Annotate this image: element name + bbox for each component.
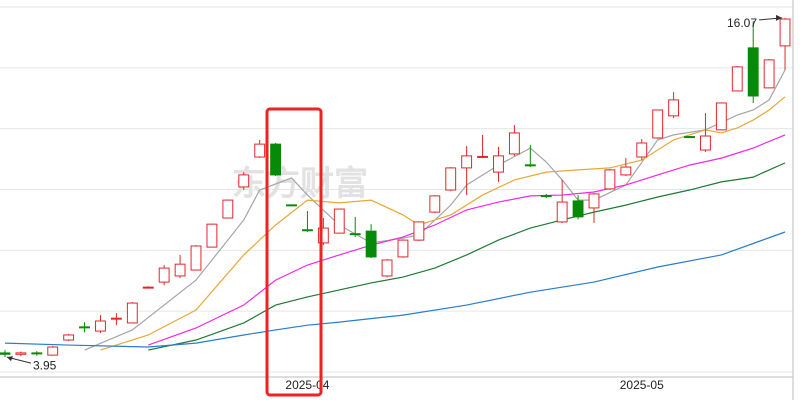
candle-body xyxy=(715,102,727,131)
moving-average-line xyxy=(4,231,786,348)
candle-body xyxy=(126,302,138,324)
candle-body xyxy=(317,227,329,244)
candle-body xyxy=(0,352,11,355)
candle-body xyxy=(572,200,584,218)
candle-body xyxy=(556,201,568,223)
min-label: 3.95 xyxy=(33,358,57,372)
x-tick-label: 2025-04 xyxy=(285,378,329,392)
candle-body xyxy=(142,286,154,289)
candle-body xyxy=(747,47,759,97)
candle-body xyxy=(445,167,457,191)
candle-body xyxy=(158,267,170,283)
candle-body xyxy=(604,169,616,190)
candle-body xyxy=(779,18,791,47)
candle-body xyxy=(31,352,43,355)
candle-body xyxy=(620,166,632,176)
candle-body xyxy=(700,135,711,151)
candle-body xyxy=(731,66,743,92)
candle-body xyxy=(79,326,90,329)
candle-body xyxy=(222,199,234,219)
candles xyxy=(0,17,791,358)
candle-body xyxy=(365,230,377,258)
candle-body xyxy=(524,164,536,167)
candle-body xyxy=(174,263,186,277)
candle-body xyxy=(493,155,504,173)
moving-average-line xyxy=(100,96,786,351)
labels: 2025-04 2025-05 16.07 3.95 xyxy=(6,14,783,392)
candle-body xyxy=(206,223,218,248)
candle-body xyxy=(47,346,59,356)
candle-body xyxy=(684,136,695,139)
candle-body xyxy=(333,208,345,234)
highlight-box xyxy=(265,107,323,397)
candle-body xyxy=(477,155,488,158)
candle-body xyxy=(461,155,473,169)
candle-body xyxy=(286,204,297,207)
candle-body xyxy=(63,334,75,341)
watermark: 东方财富 xyxy=(232,164,368,203)
moving-average-line xyxy=(148,134,786,346)
candle-body xyxy=(254,143,266,158)
candle-body xyxy=(588,193,600,209)
candle-body xyxy=(110,317,122,320)
max-arrowhead xyxy=(776,14,783,21)
candle-body xyxy=(668,99,680,117)
moving-average-line xyxy=(148,162,786,351)
candle-body xyxy=(349,233,361,236)
min-arrowhead xyxy=(6,356,13,362)
candle-body xyxy=(636,142,648,158)
candle-body xyxy=(413,221,425,241)
x-tick-label: 2025-05 xyxy=(620,378,664,392)
candle-body xyxy=(540,195,552,198)
candle-body xyxy=(763,59,775,89)
candle-body xyxy=(381,259,393,277)
moving-averages xyxy=(4,69,786,351)
candle-body xyxy=(15,352,27,355)
candle-body xyxy=(238,174,250,188)
candle-body xyxy=(270,143,282,176)
candle-body xyxy=(508,132,520,155)
candle-body xyxy=(95,320,106,332)
candle-body xyxy=(652,109,664,139)
candle-body xyxy=(429,195,441,213)
max-label: 16.07 xyxy=(727,16,757,30)
candle-body xyxy=(397,239,409,258)
candle-body xyxy=(190,245,202,271)
candle-body xyxy=(302,229,313,232)
